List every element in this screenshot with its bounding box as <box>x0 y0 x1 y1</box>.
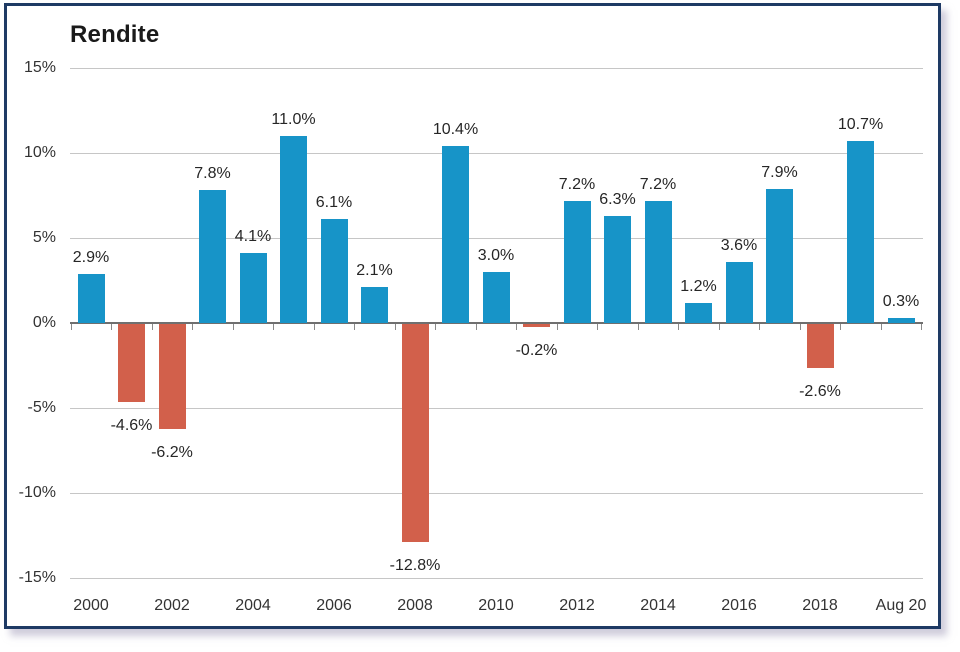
bar-value-label-2009: 10.4% <box>432 121 479 138</box>
bar-2009 <box>442 146 469 323</box>
zero-axis-tick <box>556 324 558 330</box>
bar-Aug 20 <box>887 318 915 323</box>
y-axis-label: -15% <box>18 569 56 586</box>
x-axis-label-2002: 2002 <box>154 597 190 614</box>
gridline--15% <box>70 578 923 579</box>
gridline--10% <box>70 493 923 494</box>
bar-value-label-2000: 2.9% <box>72 249 110 266</box>
y-axis-label: 0% <box>32 314 56 331</box>
bar-value-label-2005: 11.0% <box>271 111 316 128</box>
x-axis-label-2016: 2016 <box>721 597 757 614</box>
bar-2007 <box>361 287 388 323</box>
bar-value-label-2013: 6.3% <box>599 191 636 208</box>
bar-value-label-2011: -0.2% <box>515 342 558 359</box>
y-axis-label: 15% <box>23 59 56 76</box>
bar-2014 <box>644 201 672 323</box>
zero-axis-tick <box>799 324 801 330</box>
zero-axis-tick <box>354 324 356 330</box>
bar-value-label-Aug 20: 0.3% <box>882 293 920 310</box>
bar-value-label-2007: 2.1% <box>356 262 393 279</box>
zero-axis-tick <box>759 324 761 330</box>
bar-2019 <box>847 141 874 323</box>
gridline-10% <box>70 153 923 154</box>
zero-axis-tick <box>475 324 477 330</box>
zero-axis-tick <box>718 324 720 330</box>
bar-value-label-2019: 10.7% <box>837 116 884 133</box>
bar-value-label-2018: -2.6% <box>799 383 841 400</box>
zero-axis-tick <box>597 324 599 330</box>
bar-2002 <box>158 324 186 429</box>
bar-2012 <box>563 201 591 323</box>
zero-axis-tick <box>192 324 194 330</box>
x-axis-label-2006: 2006 <box>316 597 352 614</box>
bar-2017 <box>766 189 793 323</box>
zero-axis-tick <box>313 324 315 330</box>
zero-axis-tick <box>840 324 842 330</box>
bar-value-label-2010: 3.0% <box>477 247 515 264</box>
bar-2006 <box>320 219 348 323</box>
y-axis-label: -10% <box>18 484 56 501</box>
zero-axis-line <box>70 322 923 324</box>
y-axis-label: 10% <box>23 144 56 161</box>
bar-2013 <box>604 216 631 323</box>
x-axis-label-Aug 20: Aug 20 <box>875 597 927 614</box>
bar-value-label-2002: -6.2% <box>151 444 193 461</box>
bar-value-label-2006: 6.1% <box>315 194 353 211</box>
zero-axis-tick <box>394 324 396 330</box>
x-axis-label-2008: 2008 <box>397 597 433 614</box>
bar-2011 <box>523 324 550 327</box>
zero-axis-tick <box>111 324 113 330</box>
bar-value-label-2016: 3.6% <box>720 237 758 254</box>
zero-axis-tick <box>151 324 153 330</box>
zero-axis-tick <box>880 324 882 330</box>
zero-axis-tick <box>273 324 275 330</box>
bar-2004 <box>239 253 267 323</box>
bar-2018 <box>806 324 834 368</box>
bar-value-label-2015: 1.2% <box>680 278 717 295</box>
bar-2005 <box>280 136 307 323</box>
zero-axis-tick <box>678 324 680 330</box>
bar-value-label-2004: 4.1% <box>234 228 272 245</box>
bar-2001 <box>118 324 145 402</box>
bar-2010 <box>482 272 510 323</box>
x-axis-label-2014: 2014 <box>640 597 676 614</box>
gridline--5% <box>70 408 923 409</box>
bar-value-label-2003: 7.8% <box>194 165 231 182</box>
bar-value-label-2014: 7.2% <box>639 176 677 193</box>
zero-axis-tick <box>70 324 72 330</box>
x-axis-label-2018: 2018 <box>802 597 838 614</box>
bar-2000 <box>77 274 105 323</box>
chart-frame <box>4 3 941 629</box>
bar-value-label-2008: -12.8% <box>389 557 441 574</box>
bar-value-label-2012: 7.2% <box>558 176 596 193</box>
bar-2008 <box>401 324 429 542</box>
zero-axis-tick <box>435 324 437 330</box>
bar-value-label-2001: -4.6% <box>110 417 153 434</box>
y-axis-label: -5% <box>27 399 56 416</box>
bar-2015 <box>685 303 712 323</box>
zero-axis-tick <box>516 324 518 330</box>
zero-axis-tick <box>232 324 234 330</box>
gridline-5% <box>70 238 923 239</box>
gridline-15% <box>70 68 923 69</box>
zero-axis-tick <box>921 324 923 330</box>
chart-title: Rendite <box>70 21 160 48</box>
x-axis-label-2012: 2012 <box>559 597 595 614</box>
x-axis-label-2010: 2010 <box>478 597 514 614</box>
y-axis-label: 5% <box>32 229 56 246</box>
bar-2003 <box>199 190 226 323</box>
x-axis-label-2004: 2004 <box>235 597 271 614</box>
zero-axis-tick <box>637 324 639 330</box>
bar-value-label-2017: 7.9% <box>761 164 798 181</box>
x-axis-label-2000: 2000 <box>73 597 109 614</box>
bar-2016 <box>725 262 753 323</box>
